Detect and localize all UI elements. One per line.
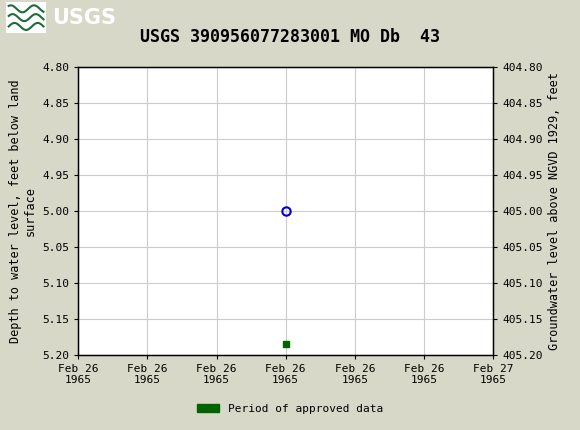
Text: USGS 390956077283001 MO Db  43: USGS 390956077283001 MO Db 43 <box>140 28 440 46</box>
Bar <box>6 2 46 34</box>
Y-axis label: Depth to water level, feet below land
surface: Depth to water level, feet below land su… <box>9 79 37 343</box>
Text: USGS: USGS <box>52 8 116 28</box>
Y-axis label: Groundwater level above NGVD 1929, feet: Groundwater level above NGVD 1929, feet <box>548 72 561 350</box>
Legend: Period of approved data: Period of approved data <box>193 399 387 418</box>
